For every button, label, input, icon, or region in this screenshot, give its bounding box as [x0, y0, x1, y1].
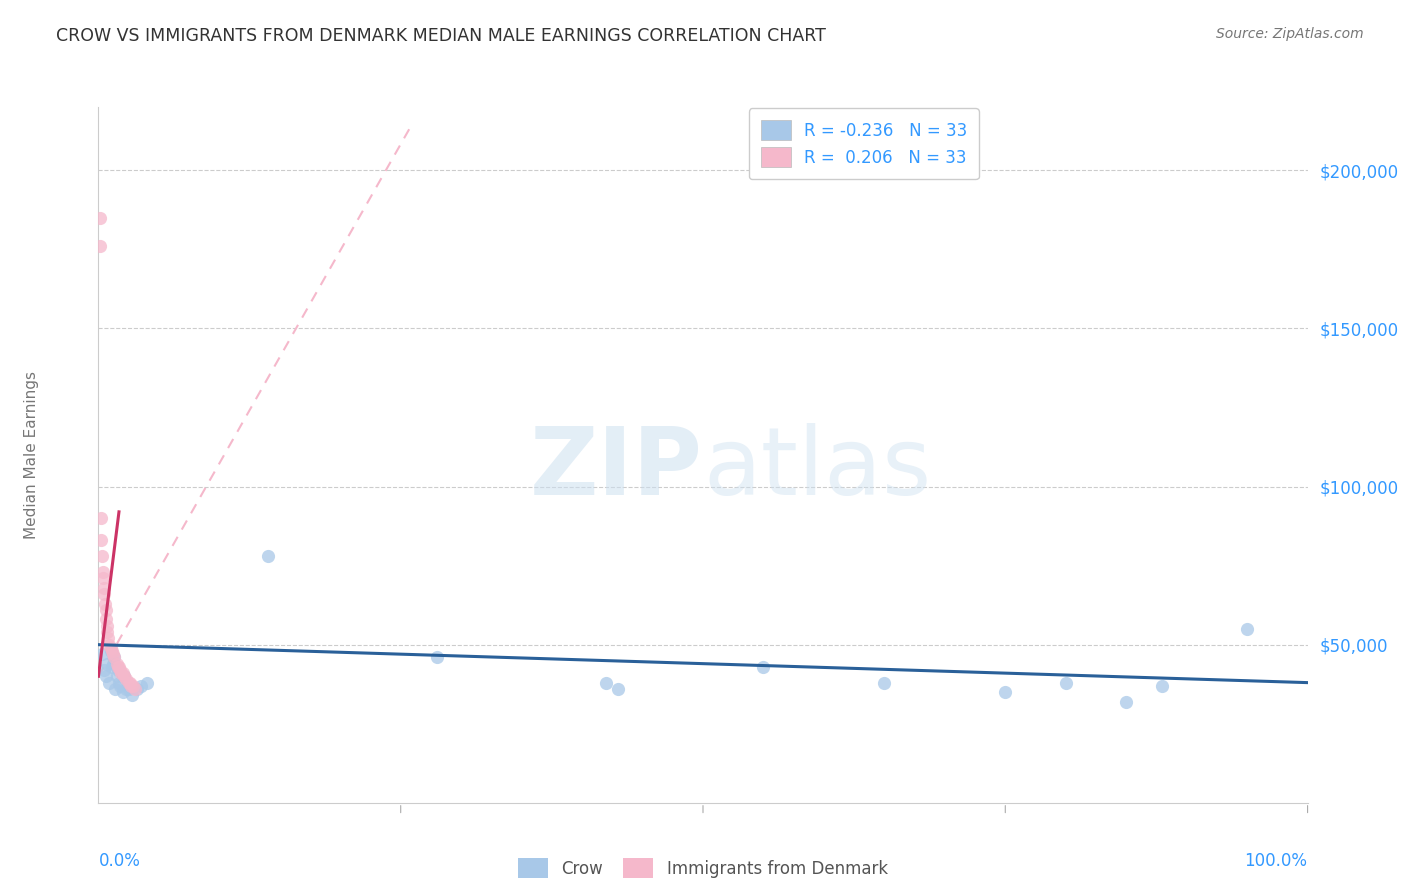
Point	[100, 644, 122, 658]
Point	[994, 685, 1017, 699]
Text: 100.0%: 100.0%	[1244, 852, 1308, 870]
Text: Median Male Earnings: Median Male Earnings	[24, 371, 39, 539]
Point	[107, 660, 129, 674]
Point	[108, 679, 131, 693]
Point	[115, 673, 138, 687]
Text: CROW VS IMMIGRANTS FROM DENMARK MEDIAN MALE EARNINGS CORRELATION CHART: CROW VS IMMIGRANTS FROM DENMARK MEDIAN M…	[56, 27, 827, 45]
Point	[129, 679, 152, 693]
Point	[752, 660, 775, 674]
Point	[127, 681, 149, 696]
Point	[607, 681, 630, 696]
Point	[91, 571, 114, 585]
Text: 0.0%: 0.0%	[98, 852, 141, 870]
Point	[94, 597, 117, 611]
Point	[1054, 675, 1077, 690]
Point	[103, 650, 125, 665]
Point	[107, 663, 129, 677]
Point	[118, 675, 141, 690]
Point	[118, 681, 141, 696]
Point	[873, 675, 896, 690]
Point	[98, 675, 121, 690]
Point	[135, 675, 157, 690]
Point	[101, 647, 124, 661]
Point	[426, 650, 449, 665]
Point	[115, 681, 138, 696]
Point	[96, 657, 118, 671]
Point	[108, 660, 131, 674]
Point	[90, 533, 112, 548]
Point	[96, 625, 118, 640]
Point	[103, 650, 125, 665]
Point	[97, 632, 120, 646]
Legend: Crow, Immigrants from Denmark: Crow, Immigrants from Denmark	[512, 851, 894, 885]
Point	[91, 549, 114, 563]
Point	[120, 679, 142, 693]
Point	[124, 681, 146, 696]
Point	[118, 675, 141, 690]
Point	[94, 603, 117, 617]
Point	[100, 644, 122, 658]
Point	[93, 663, 115, 677]
Point	[93, 581, 115, 595]
Point	[90, 511, 112, 525]
Point	[91, 647, 114, 661]
Point	[100, 660, 122, 674]
Point	[1236, 622, 1258, 636]
Point	[1115, 695, 1137, 709]
Point	[1152, 679, 1174, 693]
Point	[112, 669, 135, 683]
Point	[104, 681, 127, 696]
Point	[112, 669, 135, 683]
Point	[91, 565, 114, 579]
Point	[89, 239, 111, 253]
Point	[100, 640, 122, 655]
Point	[256, 549, 278, 563]
Point	[595, 675, 617, 690]
Point	[108, 663, 131, 677]
Text: ZIP: ZIP	[530, 423, 703, 515]
Point	[111, 666, 134, 681]
Point	[105, 669, 128, 683]
Point	[111, 685, 134, 699]
Point	[121, 688, 143, 702]
Point	[101, 657, 124, 671]
Point	[93, 587, 115, 601]
Point	[96, 612, 118, 626]
Point	[89, 211, 111, 225]
Point	[110, 666, 132, 681]
Text: atlas: atlas	[703, 423, 931, 515]
Point	[96, 618, 118, 632]
Point	[108, 675, 131, 690]
Point	[98, 638, 121, 652]
Point	[122, 679, 145, 693]
Text: Source: ZipAtlas.com: Source: ZipAtlas.com	[1216, 27, 1364, 41]
Point	[94, 669, 117, 683]
Point	[105, 657, 128, 671]
